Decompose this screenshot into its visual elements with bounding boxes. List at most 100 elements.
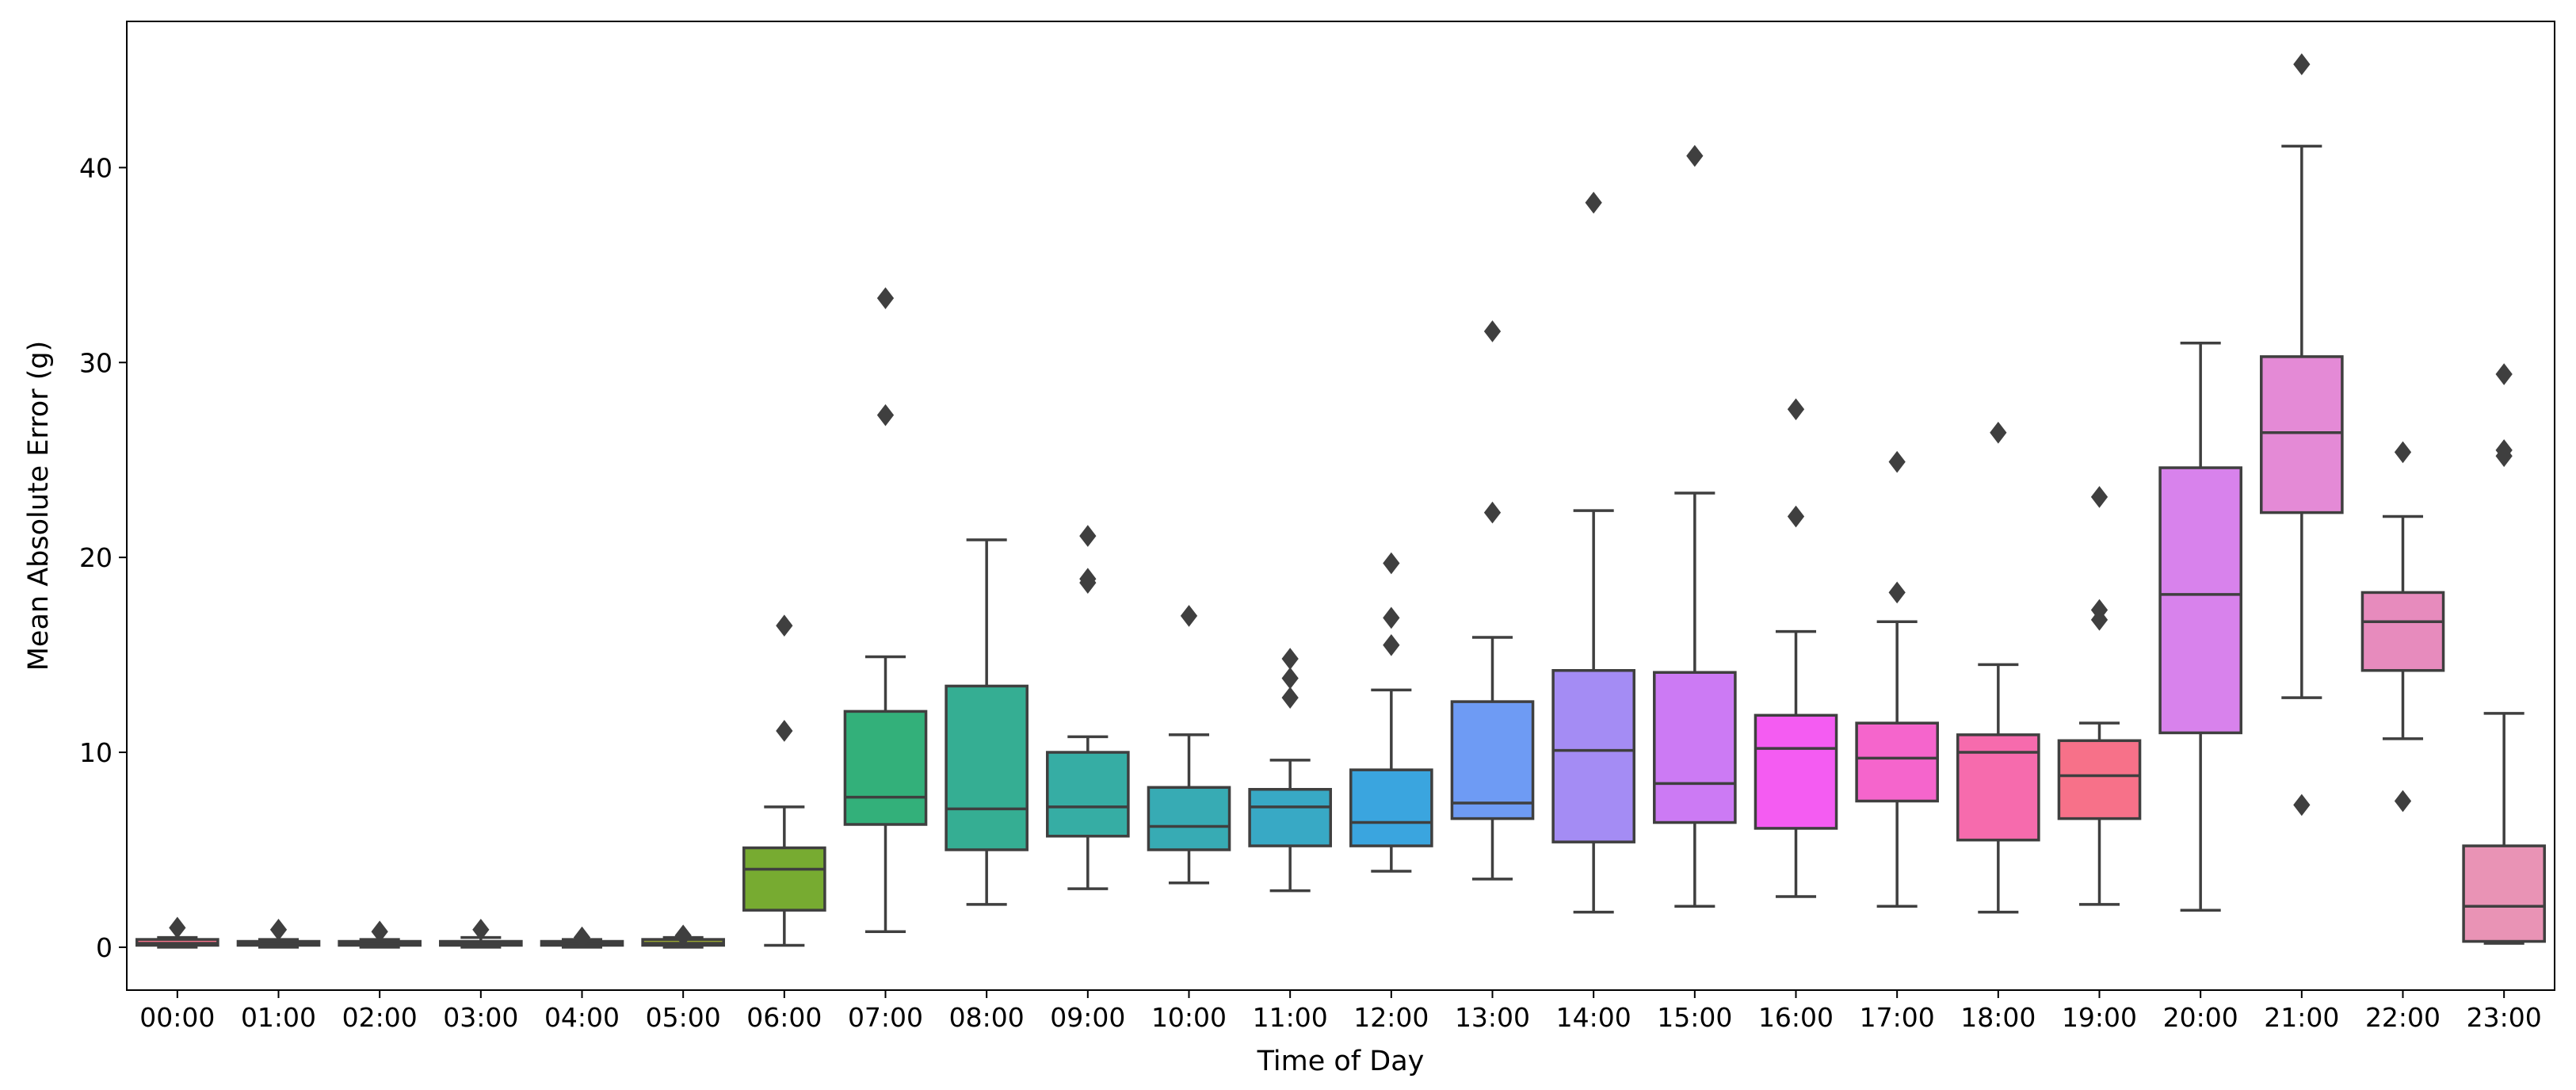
outlier-point [1585,191,1602,214]
box-group-1400 [1551,191,1635,914]
outlier-point [1079,568,1097,591]
box-group-0000 [135,916,219,949]
box-iqr [1147,786,1231,851]
box-iqr [1956,733,2040,842]
x-tick-label: 23:00 [2467,1002,2542,1033]
box-iqr [2260,355,2344,514]
x-tick-label: 19:00 [2062,1002,2137,1033]
box-iqr [1248,787,1332,847]
box-group-2100 [2260,53,2344,817]
x-tick-label: 10:00 [1151,1002,1227,1033]
outlier-point [1787,398,1805,421]
y-tick-label: 20 [79,542,113,573]
x-tick-label: 20:00 [2163,1002,2238,1033]
box-group-2300 [2462,363,2546,945]
x-tick-label: 03:00 [443,1002,518,1033]
outlier-point [776,720,793,742]
x-tick-label: 21:00 [2264,1002,2339,1033]
x-tick-label: 12:00 [1353,1002,1429,1033]
outlier-point [1888,581,1906,604]
box-group-1500 [1653,144,1737,908]
box-iqr [1046,751,1130,838]
outlier-point [1383,606,1400,629]
x-tick-label: 01:00 [241,1002,316,1033]
outlier-point [1888,450,1906,473]
outlier-point [2495,439,2513,461]
box-group-0600 [742,614,826,947]
outlier-point [2090,486,2109,508]
outlier-point [472,918,490,941]
outlier-point [1383,552,1400,575]
box-group-1600 [1754,398,1838,898]
box-group-2000 [2158,341,2242,912]
outlier-point [1281,648,1299,670]
x-tick-label: 16:00 [1758,1002,1834,1033]
x-tick-label: 08:00 [949,1002,1025,1033]
outlier-point [674,924,692,947]
box-iqr [1855,721,1939,803]
outlier-point [1483,501,1502,524]
y-tick-label: 40 [79,152,113,183]
outlier-point [1483,320,1502,342]
y-tick-label: 30 [79,347,113,378]
box-group-0100 [236,918,321,949]
outlier-point [2394,441,2412,464]
box-iqr [2158,466,2242,735]
x-tick-label: 11:00 [1253,1002,1328,1033]
x-tick-label: 14:00 [1556,1002,1631,1033]
box-iqr [742,846,826,912]
box-group-0500 [641,924,725,949]
box-group-0700 [843,287,928,933]
outlier-point [1686,144,1704,167]
x-tick-label: 00:00 [139,1002,215,1033]
box-group-1800 [1956,421,2040,914]
box-iqr [1450,700,1535,820]
outlier-point [1281,667,1299,690]
box-iqr [1551,669,1635,843]
box-iqr [1349,768,1433,847]
x-tick-label: 17:00 [1860,1002,1935,1033]
outlier-point [169,916,186,939]
x-tick-label: 22:00 [2365,1002,2441,1033]
box-group-1000 [1147,605,1231,885]
x-tick-label: 15:00 [1657,1002,1732,1033]
x-tick-label: 09:00 [1050,1002,1125,1033]
box-group-1200 [1349,552,1433,873]
axis-layer: 00:00 01:00 02:00 03:00 04:00 05:00 06:00 07:00… [79,152,2542,1033]
outlier-point [2495,363,2513,385]
outlier-point [371,920,388,943]
box-group-1300 [1450,320,1535,881]
box-iqr [843,709,928,826]
outlier-point [776,614,793,637]
y-tick-label: 0 [96,932,113,963]
outlier-point [876,287,895,309]
outlier-point [2090,599,2109,621]
x-tick-label: 02:00 [342,1002,418,1033]
x-axis-title: Time of Day [1257,1046,1425,1077]
outlier-point [573,926,591,949]
box-iqr [1754,713,1838,830]
box-group-1700 [1855,450,1939,908]
outlier-point [1180,605,1198,627]
outlier-point [1079,525,1097,547]
y-axis-title: Mean Absolute Error (g) [23,341,55,671]
box-group-2200 [2360,441,2445,813]
outlier-point [2394,790,2412,813]
outlier-point [2293,53,2311,75]
box-group-0900 [1046,525,1130,890]
box-group-0400 [540,926,624,949]
box-group-1900 [2057,486,2142,906]
box-group-1100 [1248,648,1332,893]
box-iqr [2462,844,2546,943]
y-tick-label: 10 [79,737,113,768]
box-group-0300 [439,918,523,949]
box-group-0200 [338,920,422,949]
x-tick-label: 04:00 [544,1002,620,1033]
plot-frame [126,21,2555,991]
outlier-point [2293,794,2311,817]
plot-layer [135,53,2546,949]
box-iqr [945,684,1028,851]
